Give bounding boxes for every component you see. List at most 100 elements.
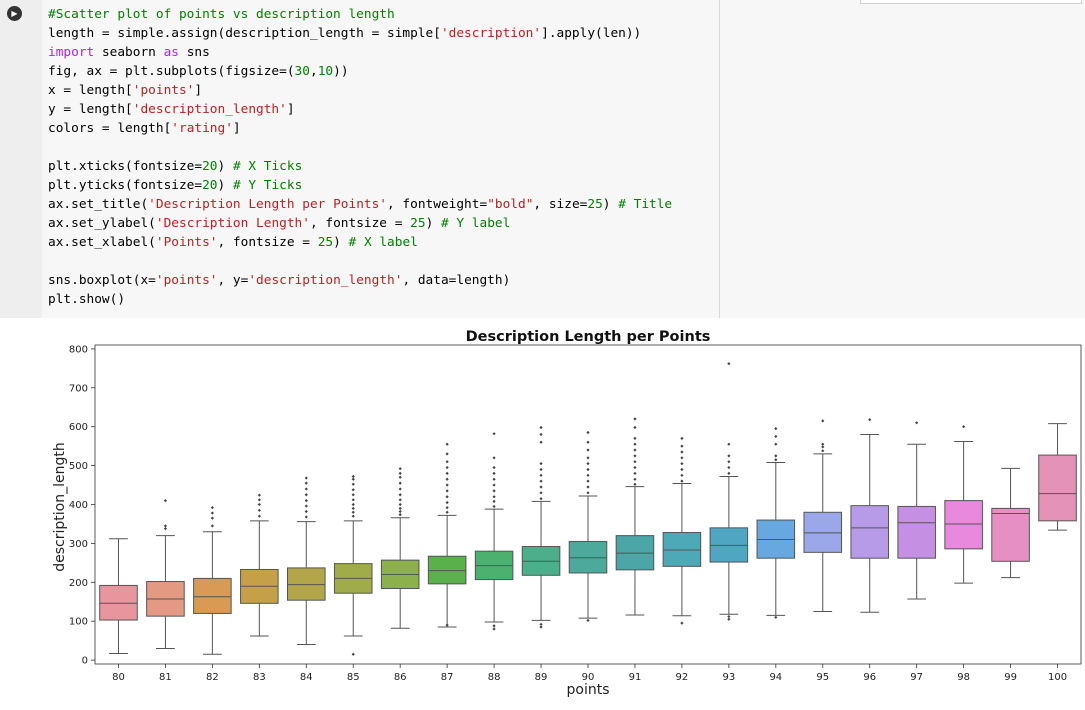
box-98 [944,425,983,584]
code-token: 'Description Length' [155,216,310,231]
play-icon[interactable]: ▶ [7,6,22,21]
code-token: , y= [217,273,249,288]
code-token: ] [286,102,295,117]
y-tick-label: 0 [82,656,88,667]
box-iqr [287,567,326,601]
x-tick-label: 93 [722,672,735,683]
code-line: length = simple.assign(description_lengt… [48,24,672,43]
code-line: y = length['description_length'] [48,100,672,119]
box-99 [991,467,1030,579]
outlier-point [492,627,496,631]
code-editor[interactable]: #Scatter plot of points vs description l… [48,5,672,309]
outlier-point [727,614,731,619]
outlier-point [351,652,355,656]
y-axis-label: description_length [52,442,68,571]
outlier-point [492,456,496,460]
box-iqr [897,505,936,559]
y-tick-label: 400 [69,500,88,511]
x-tick-label: 86 [394,672,407,683]
box-87 [427,442,467,628]
code-token: 20 [202,159,218,174]
outlier-point [586,473,590,477]
x-axis-label: points [567,682,610,698]
box-88 [474,432,514,631]
code-token: #Scatter plot of points vs description l… [48,7,395,22]
outlier-point [163,499,168,503]
outlier-point [445,623,449,627]
code-token: 25 [587,197,603,212]
outlier-point [398,471,402,475]
code-token: plt.show() [48,292,126,307]
outlier-point [539,491,543,495]
outlier-point [774,458,778,462]
code-token: 'description_length' [132,102,287,117]
outlier-point [680,473,684,477]
box-iqr [944,500,983,550]
code-token: sns.boxplot(x= [48,273,156,288]
box-81 [146,499,185,649]
x-tick-label: 98 [957,672,970,683]
outlier-point [586,491,590,495]
outlier-point [586,430,590,435]
outlier-point [398,487,402,491]
x-tick-label: 92 [676,672,689,683]
y-tick-label: 700 [69,383,88,394]
outlier-point [586,618,590,623]
outlier-point [351,502,355,507]
outlier-point [445,500,449,505]
code-token: length = simple.assign(description_lengt… [48,26,441,41]
box-iqr [99,584,138,621]
box-95 [803,419,843,612]
code-line: plt.yticks(fontsize=20) # Y Ticks [48,176,672,195]
ruler-line [719,0,720,318]
outlier-point [445,506,449,510]
code-line: plt.xticks(fontsize=20) # X Ticks [48,157,672,176]
outlier-point [445,495,449,499]
y-tick-label: 600 [69,422,88,433]
code-token: , size= [533,197,588,212]
code-token: ) [425,216,441,231]
code-cell[interactable] [42,0,1085,318]
outlier-point [680,467,684,472]
x-tick-label: 82 [206,672,219,683]
outlier-point [351,474,355,479]
code-line: plt.show() [48,290,672,309]
box-iqr [803,511,843,553]
outlier-point [257,502,261,507]
outlier-point [492,499,496,503]
y-tick-label: 800 [69,344,88,355]
x-tick-label: 96 [863,672,876,683]
code-line: sns.boxplot(x='points', y='description_l… [48,271,672,290]
outlier-point [492,495,496,499]
x-tick-label: 84 [300,672,313,683]
outlier-point [586,456,590,460]
outlier-point [915,421,919,425]
code-token: , fontsize = [309,216,411,231]
outlier-point [492,504,496,509]
code-token: x = length[ [48,83,133,98]
code-token: 25 [317,235,334,250]
code-line: ax.set_ylabel('Description Length', font… [48,214,672,233]
x-tick-label: 95 [816,672,829,683]
code-token: ] [194,83,203,98]
outlier-point [539,625,543,629]
outlier-point [492,432,496,436]
box-iqr [991,507,1030,562]
code-token: , fontsize = [217,235,318,250]
outlier-point [445,483,449,487]
code-token: 'points' [155,273,218,288]
code-token: ) [333,235,349,250]
code-token: y = length[ [48,102,133,117]
outlier-point [445,452,449,456]
code-token: 10 [317,64,334,79]
code-token: # Y Ticks [232,178,303,193]
outlier-point [727,617,731,621]
code-token: plt.xticks(fontsize= [48,159,203,174]
outlier-point [304,515,308,519]
code-token: ) [217,178,233,193]
x-tick-label: 88 [488,672,501,683]
code-token: # X label [348,235,418,250]
outlier-point [492,489,496,493]
x-tick-label: 83 [253,672,266,683]
outlier-point [210,511,214,515]
